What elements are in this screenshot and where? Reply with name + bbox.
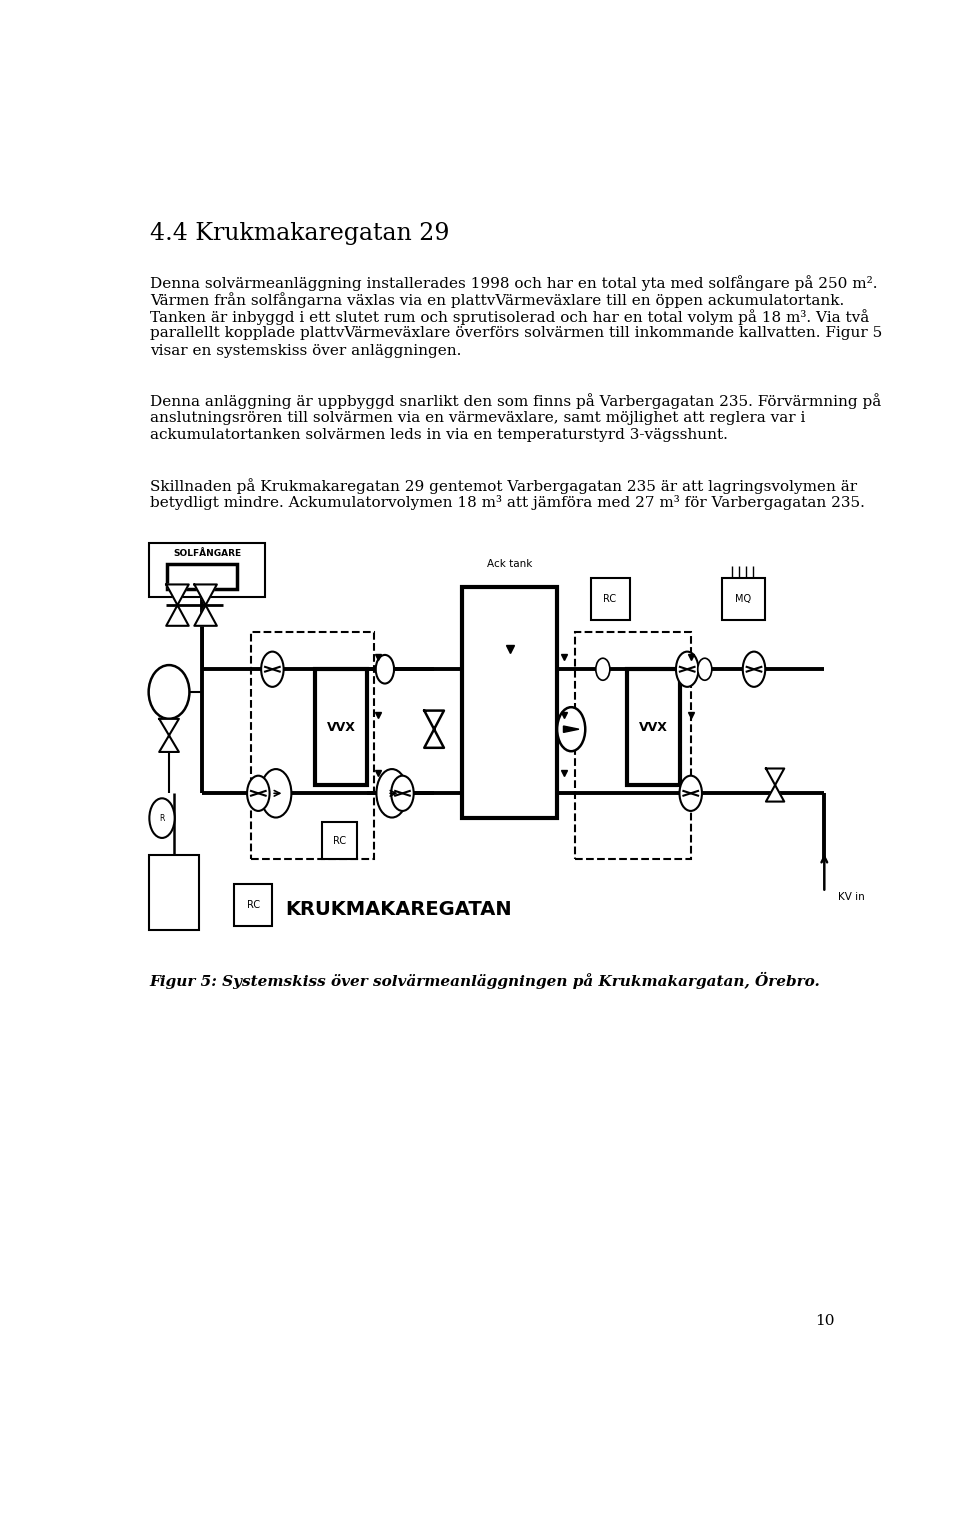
Circle shape (743, 652, 765, 687)
Circle shape (260, 769, 292, 817)
Circle shape (261, 652, 283, 687)
Bar (233, 884, 273, 926)
Bar (167, 564, 237, 589)
Bar (322, 822, 357, 859)
Text: 10: 10 (815, 1313, 834, 1328)
Text: Tanken är inbyggd i ett slutet rum och sprutisolerad och har en total volym på 1: Tanken är inbyggd i ett slutet rum och s… (150, 309, 869, 325)
Text: Figur 5: Systemskiss över solvärmeanläggningen på Krukmakargatan, Örebro.: Figur 5: Systemskiss över solvärmeanlägg… (150, 971, 821, 988)
Text: VVX: VVX (639, 720, 668, 734)
Text: Skillnaden på Krukmakaregatan 29 gentemot Varbergagatan 235 är att lagringsvolym: Skillnaden på Krukmakaregatan 29 gentemo… (150, 478, 857, 493)
Text: anslutningsrören till solvärmen via en värmeväxlare, samt möjlighet att reglera : anslutningsrören till solvärmen via en v… (150, 412, 805, 425)
Circle shape (392, 776, 414, 811)
Text: KV in: KV in (838, 891, 865, 902)
Text: MQ: MQ (735, 595, 752, 604)
Text: VVX: VVX (326, 720, 355, 734)
Polygon shape (166, 584, 189, 626)
Text: ackumulatortanken solvärmen leds in via en temperaturstyrd 3-vägsshunt.: ackumulatortanken solvärmen leds in via … (150, 428, 728, 442)
Text: Ack tank: Ack tank (487, 558, 533, 569)
Polygon shape (564, 726, 579, 732)
Text: RC: RC (332, 835, 346, 846)
Text: visar en systemskiss över anläggningen.: visar en systemskiss över anläggningen. (150, 343, 461, 357)
Bar (252, 632, 374, 859)
Text: KRUKMAKAREGATAN: KRUKMAKAREGATAN (286, 900, 513, 918)
Text: R: R (159, 814, 165, 823)
Text: Denna solvärmeanläggning installerades 1998 och har en total yta med solfångare : Denna solvärmeanläggning installerades 1… (150, 275, 877, 290)
Bar (315, 669, 368, 785)
Text: RC: RC (603, 595, 616, 604)
Polygon shape (766, 769, 784, 802)
Text: Värmen från solfångarna växlas via en plattvVärmeväxlare till en öppen ackumulat: Värmen från solfångarna växlas via en pl… (150, 292, 844, 307)
Bar (722, 578, 764, 620)
Text: SOLFÅNGARE: SOLFÅNGARE (174, 549, 241, 558)
Circle shape (557, 707, 586, 752)
Bar (575, 632, 691, 859)
Text: parallellt kopplade plattvVärmeväxlare överförs solvärmen till inkommande kallva: parallellt kopplade plattvVärmeväxlare ö… (150, 327, 882, 340)
Bar (628, 669, 681, 785)
Circle shape (676, 652, 699, 687)
Bar (462, 587, 557, 819)
Text: 4.4 Krukmakaregatan 29: 4.4 Krukmakaregatan 29 (150, 222, 449, 245)
Bar (591, 578, 630, 620)
Polygon shape (159, 719, 179, 752)
Circle shape (247, 776, 270, 811)
Circle shape (375, 655, 394, 684)
Text: RC: RC (247, 900, 260, 909)
Circle shape (698, 658, 711, 681)
Circle shape (596, 658, 610, 681)
Circle shape (150, 799, 175, 838)
Text: betydligt mindre. Ackumulatorvolymen 18 m³ att jämföra med 27 m³ för Varbergagat: betydligt mindre. Ackumulatorvolymen 18 … (150, 495, 865, 510)
Polygon shape (424, 711, 444, 747)
Circle shape (680, 776, 702, 811)
Polygon shape (194, 584, 217, 626)
Bar (150, 543, 265, 596)
Circle shape (376, 769, 407, 817)
Text: Denna anläggning är uppbyggd snarlikt den som finns på Varbergagatan 235. Förvär: Denna anläggning är uppbyggd snarlikt de… (150, 393, 881, 410)
Bar (150, 855, 199, 930)
Ellipse shape (149, 666, 189, 719)
